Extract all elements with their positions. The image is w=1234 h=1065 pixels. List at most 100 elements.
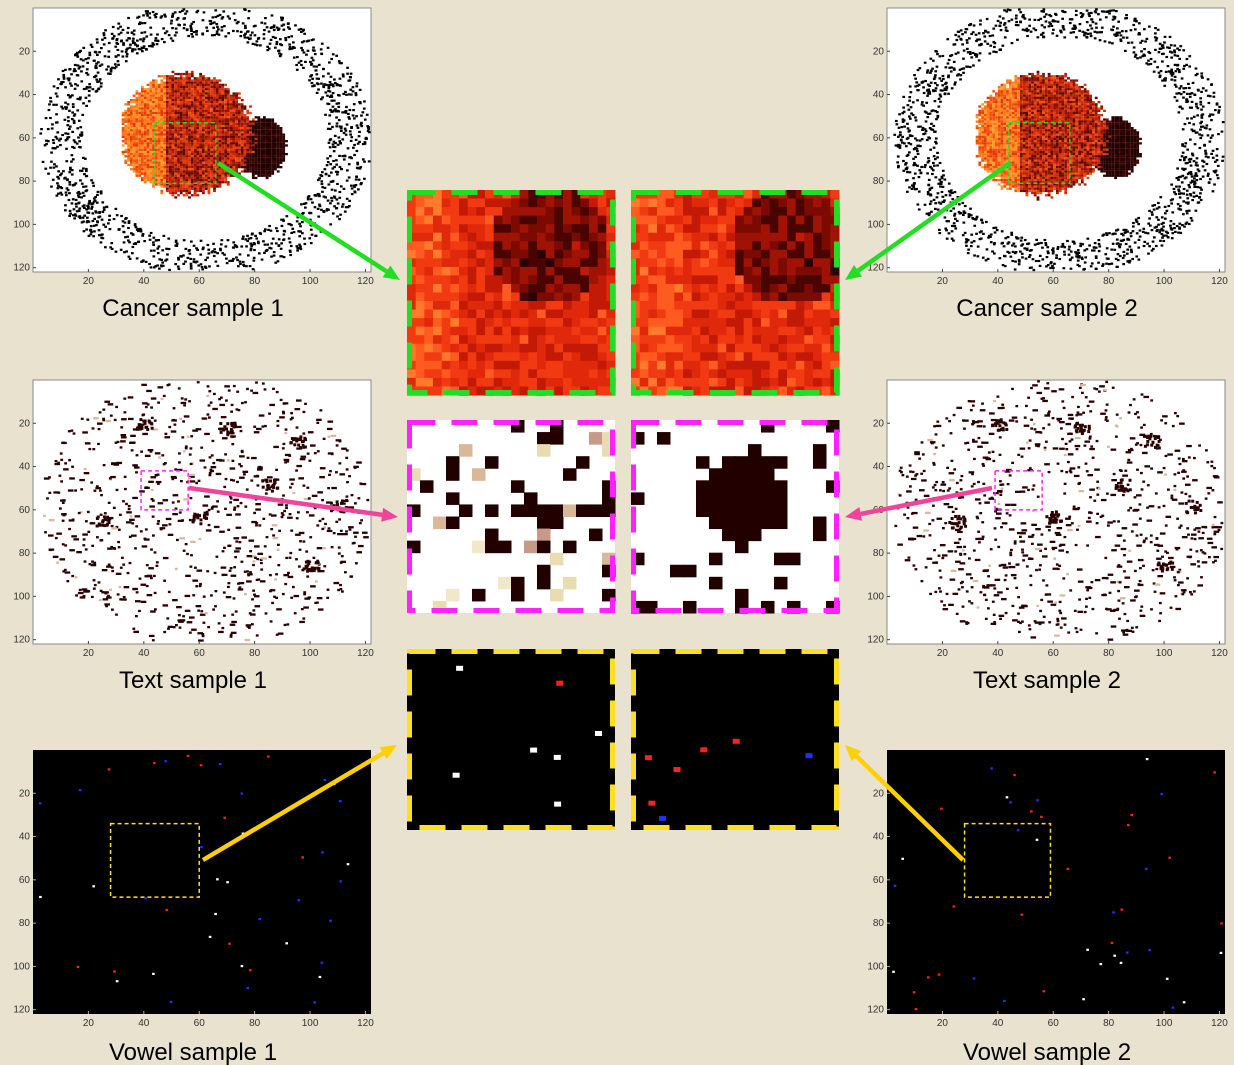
panel-vowel2: 20 40 60 80 100 120 20 40 60 80 100 120 — [867, 750, 1228, 1029]
cancer-zoom-1 — [407, 190, 616, 396]
y-tick-label: 120 — [867, 1005, 884, 1016]
y-tick-label: 100 — [13, 591, 30, 602]
x-tick-label: 20 — [83, 648, 95, 659]
y-tick-label: 60 — [873, 133, 885, 144]
y-tick-label: 120 — [867, 263, 884, 274]
y-tick-label: 100 — [13, 961, 30, 972]
region-of-interest — [1008, 121, 1071, 185]
caption-text-sample-1: Text sample 1 — [119, 667, 267, 694]
zoom-border — [407, 420, 615, 613]
zoom-border — [631, 649, 839, 830]
arrow-cancer-1 — [216, 161, 400, 280]
arrow-text-2 — [845, 485, 993, 521]
caption-cancer-sample-1: Cancer sample 1 — [102, 295, 283, 322]
y-tick-label: 40 — [19, 90, 31, 101]
outer-ring-pixels — [39, 8, 371, 271]
x-tick-label: 100 — [302, 648, 319, 659]
x-tick-label: 80 — [1103, 648, 1115, 659]
arrow-vowel-2 — [845, 745, 965, 862]
x-tick-label: 120 — [357, 276, 374, 287]
y-tick-label: 40 — [873, 90, 885, 101]
y-tick-label: 120 — [867, 635, 884, 646]
x-tick-label: 40 — [992, 276, 1004, 287]
x-tick-label: 80 — [249, 1018, 261, 1029]
arrow-vowel-1 — [201, 745, 397, 862]
y-tick-label: 60 — [19, 875, 31, 886]
cancer-zoom-2 — [631, 190, 840, 396]
x-tick-label: 100 — [1156, 276, 1173, 287]
y-tick-label: 100 — [867, 219, 884, 230]
x-tick-label: 40 — [992, 1018, 1004, 1029]
arrows — [188, 161, 1012, 862]
arrow-cancer-2 — [845, 161, 1012, 280]
x-tick-label: 80 — [1103, 1018, 1115, 1029]
y-tick-label: 60 — [19, 133, 31, 144]
caption-vowel-sample-2: Vowel sample 2 — [963, 1039, 1131, 1065]
y-tick-label: 60 — [873, 875, 885, 886]
zoom-border — [407, 190, 615, 395]
y-tick-label: 80 — [19, 548, 31, 559]
panel-text1: 20 40 60 80 100 120 20 40 60 80 100 120 — [13, 379, 374, 659]
x-tick-label: 100 — [1156, 1018, 1173, 1029]
y-tick-label: 80 — [19, 176, 31, 187]
x-tick-label: 20 — [83, 276, 95, 287]
y-tick-label: 120 — [13, 635, 30, 646]
word-embedding-pixels — [894, 380, 1224, 641]
region-of-interest — [154, 121, 217, 185]
zoom-border — [631, 190, 839, 395]
x-tick-label: 20 — [83, 1018, 95, 1029]
x-tick-label: 20 — [937, 276, 949, 287]
region-of-interest — [994, 470, 1043, 511]
text-zoom-1 — [407, 420, 616, 614]
region-of-interest — [109, 822, 200, 898]
feature-pixels — [38, 754, 350, 1004]
x-tick-label: 80 — [249, 648, 261, 659]
x-tick-label: 60 — [1048, 276, 1060, 287]
x-tick-label: 60 — [1048, 648, 1060, 659]
x-tick-label: 40 — [138, 1018, 150, 1029]
panel-cancer1: 20 40 60 80 100 120 20 40 60 80 100 120 — [13, 7, 374, 287]
y-tick-label: 20 — [19, 418, 31, 429]
x-tick-label: 80 — [249, 276, 261, 287]
x-tick-label: 40 — [138, 276, 150, 287]
captions: Cancer sample 1 Cancer sample 2 Text sam… — [102, 295, 1137, 1065]
x-tick-label: 40 — [138, 648, 150, 659]
x-tick-label: 60 — [194, 648, 206, 659]
y-tick-label: 60 — [19, 505, 31, 516]
region-of-interest — [963, 822, 1052, 898]
caption-vowel-sample-1: Vowel sample 1 — [109, 1039, 277, 1065]
vowel-zoom-1 — [407, 649, 615, 830]
y-tick-label: 120 — [13, 263, 30, 274]
x-tick-label: 120 — [1211, 1018, 1228, 1029]
x-tick-label: 60 — [194, 276, 206, 287]
y-tick-label: 80 — [873, 548, 885, 559]
x-tick-label: 120 — [1211, 648, 1228, 659]
zoomed-regions — [407, 190, 840, 830]
zoom-border — [631, 420, 839, 613]
x-tick-label: 80 — [1103, 276, 1115, 287]
y-tick-label: 120 — [13, 1005, 30, 1016]
text-zoom-2 — [631, 420, 840, 614]
y-tick-label: 20 — [873, 418, 885, 429]
y-tick-label: 100 — [867, 961, 884, 972]
y-tick-label: 40 — [873, 462, 885, 473]
x-tick-label: 100 — [302, 276, 319, 287]
feature-pixels — [892, 758, 1223, 1011]
y-tick-label: 20 — [19, 788, 31, 799]
y-tick-label: 40 — [19, 462, 31, 473]
panel-cancer2: 20 40 60 80 100 120 20 40 60 80 100 120 — [867, 7, 1228, 287]
x-tick-label: 120 — [357, 1018, 374, 1029]
sample-panels: 20 40 60 80 100 120 20 40 60 80 100 120 20 40 60 80 100 1… — [13, 7, 1228, 1029]
y-tick-label: 80 — [873, 176, 885, 187]
y-tick-label: 100 — [13, 219, 30, 230]
y-tick-label: 40 — [873, 832, 885, 843]
x-tick-label: 120 — [1211, 276, 1228, 287]
y-tick-label: 40 — [19, 832, 31, 843]
x-tick-label: 60 — [1048, 1018, 1060, 1029]
caption-cancer-sample-2: Cancer sample 2 — [956, 295, 1137, 322]
x-tick-label: 100 — [302, 1018, 319, 1029]
caption-text-sample-2: Text sample 2 — [973, 667, 1121, 694]
x-tick-label: 20 — [937, 1018, 949, 1029]
